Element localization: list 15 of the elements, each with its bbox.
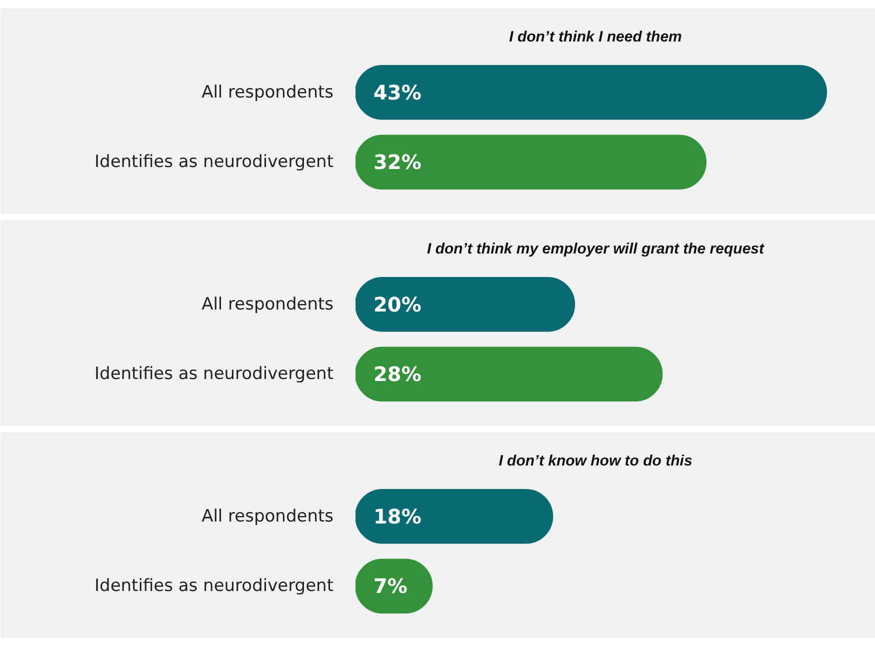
data-label: 43% [374, 80, 422, 104]
data-label: 28% [374, 362, 422, 386]
text: I don’t know how to do this [498, 452, 692, 470]
y-tick-label: Identifies as neurodivergent [94, 152, 334, 172]
chart-title: I don’t think my employer will grant the request [427, 240, 765, 258]
y-tick-label: Identifies as neurodivergent [94, 576, 334, 596]
y-tick-label: Identifies as neurodivergent [94, 364, 334, 384]
chart-title: I don’t think I need them [509, 28, 682, 46]
data-label: 18% [374, 504, 422, 528]
data-label: 20% [374, 292, 422, 316]
y-tick-label: All respondents [202, 506, 334, 526]
data-label: 7% [374, 574, 408, 598]
y-tick-label: All respondents [202, 294, 334, 314]
data-label: 32% [374, 150, 422, 174]
y-tick-label: All respondents [202, 82, 334, 102]
